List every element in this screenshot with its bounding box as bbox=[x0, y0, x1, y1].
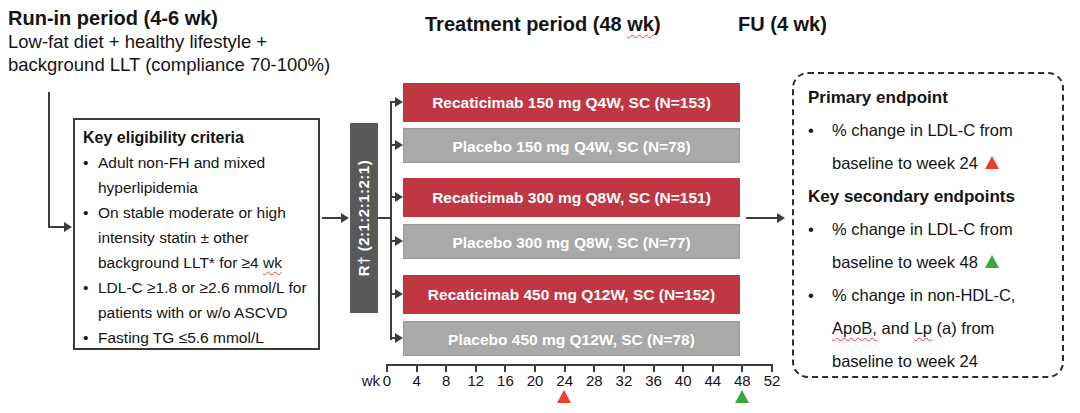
eligibility-bullet-2-text: On stable moderate or high intensity sta… bbox=[98, 200, 312, 275]
arm-bar-recaticimab-150-q4w: Recaticimab 150 mg Q4W, SC (N=153) bbox=[403, 83, 740, 122]
arm-bar-placebo-150-q4w: Placebo 150 mg Q4W, SC (N=78) bbox=[403, 128, 740, 163]
secondary-endpoint-2-mid: and bbox=[877, 319, 914, 337]
study-design-diagram: Run-in period (4-6 wk) Low-fat diet + he… bbox=[0, 0, 1080, 413]
arm-4-connector-arrowhead bbox=[395, 236, 403, 246]
secondary-endpoint-bullet-1: • % change in LDL-C from baseline to wee… bbox=[808, 213, 1054, 279]
endpoints-box: Primary endpoint • % change in LDL-C fro… bbox=[792, 72, 1064, 378]
primary-endpoint-title: Primary endpoint bbox=[808, 81, 1054, 114]
axis-tick-label: 40 bbox=[668, 372, 698, 389]
arm-bar-placebo-450-q12w: Placebo 450 mg Q12W, SC (N=78) bbox=[403, 321, 740, 356]
eligibility-bullet-3: • LDL-C ≥1.8 or ≥2.6 mmol/L for patients… bbox=[83, 275, 312, 325]
arm-2-connector-arrowhead bbox=[395, 140, 403, 150]
bullet-marker: • bbox=[83, 150, 98, 200]
run-in-description-line-1: Low-fat diet + healthy lifestyle + bbox=[8, 31, 330, 54]
axis-tick bbox=[504, 364, 506, 372]
red-triangle-icon bbox=[985, 156, 999, 169]
axis-tick-label: 44 bbox=[698, 372, 728, 389]
bullet-marker: • bbox=[83, 200, 98, 275]
eligibility-title: Key eligibility criteria bbox=[83, 125, 312, 150]
axis-tick bbox=[475, 364, 477, 372]
eligibility-to-randomization-line bbox=[322, 217, 342, 219]
axis-tick bbox=[386, 364, 388, 372]
arm-5-connector-arrowhead bbox=[395, 289, 403, 299]
bullet-marker: • bbox=[808, 279, 832, 378]
axis-tick-label: 20 bbox=[520, 372, 550, 389]
eligibility-bullet-3-text: LDL-C ≥1.8 or ≥2.6 mmol/L for patients w… bbox=[98, 275, 312, 325]
primary-endpoint-text: % change in LDL-C from baseline to week … bbox=[832, 114, 1054, 180]
arms-to-endpoints-line bbox=[746, 217, 778, 219]
axis-tick-label: 8 bbox=[431, 372, 461, 389]
green-triangle-icon bbox=[985, 255, 999, 268]
arms-to-endpoints-arrowhead bbox=[777, 213, 785, 223]
eligibility-criteria-box: Key eligibility criteria • Adult non-FH … bbox=[73, 118, 320, 350]
run-in-period-title: Run-in period (4-6 wk) bbox=[8, 7, 218, 30]
axis-tick-label: 32 bbox=[609, 372, 639, 389]
eligibility-to-randomization-arrowhead bbox=[341, 213, 349, 223]
eligibility-bullet-4: • Fasting TG ≤5.6 mmol/L bbox=[83, 325, 312, 350]
axis-tick bbox=[623, 364, 625, 372]
axis-tick bbox=[593, 364, 595, 372]
secondary-endpoint-bullet-2: • % change in non-HDL-C, ApoB, and Lp (a… bbox=[808, 279, 1054, 378]
axis-tick bbox=[653, 364, 655, 372]
eligibility-bullet-2: • On stable moderate or high intensity s… bbox=[83, 200, 312, 275]
axis-tick bbox=[416, 364, 418, 372]
randomization-bar: R† (2:1:2:1:2:1) bbox=[350, 123, 378, 313]
axis-tick-label: 48 bbox=[727, 372, 757, 389]
bullet-marker: • bbox=[808, 114, 832, 180]
axis-tick bbox=[771, 364, 773, 372]
bullet-marker: • bbox=[83, 325, 98, 350]
arm-3-connector-arrowhead bbox=[395, 192, 403, 202]
axis-tick-label: 12 bbox=[461, 372, 491, 389]
week-axis-unit-label: wk bbox=[352, 372, 380, 389]
axis-tick bbox=[445, 364, 447, 372]
treatment-title-close: ) bbox=[654, 13, 661, 35]
week-24-primary-endpoint-marker-icon bbox=[557, 390, 571, 403]
run-in-description-line-2: background LLT (compliance 70-100%) bbox=[8, 54, 330, 77]
eligibility-bullet-2-squiggle-word: wk bbox=[263, 254, 282, 271]
arm-bar-recaticimab-300-q8w: Recaticimab 300 mg Q8W, SC (N=151) bbox=[403, 178, 740, 217]
branch-vertical-line bbox=[390, 101, 392, 340]
treatment-title-text: Treatment period (48 bbox=[425, 13, 627, 35]
axis-tick bbox=[682, 364, 684, 372]
secondary-endpoint-1-text: % change in LDL-C from baseline to week … bbox=[832, 213, 1054, 279]
week-axis-line bbox=[387, 364, 773, 366]
axis-tick bbox=[564, 364, 566, 372]
eligibility-bullet-1-text: Adult non-FH and mixed hyperlipidemia bbox=[98, 150, 312, 200]
run-in-connector-horizontal-line bbox=[48, 226, 65, 228]
eligibility-bullet-4-text: Fasting TG ≤5.6 mmol/L bbox=[98, 325, 312, 350]
arm-bar-placebo-300-q8w: Placebo 300 mg Q8W, SC (N=77) bbox=[403, 224, 740, 259]
eligibility-bullet-1: • Adult non-FH and mixed hyperlipidemia bbox=[83, 150, 312, 200]
axis-tick-label: 28 bbox=[579, 372, 609, 389]
week-48-secondary-endpoint-marker-icon bbox=[735, 390, 749, 403]
axis-tick-label: 4 bbox=[402, 372, 432, 389]
axis-tick bbox=[741, 364, 743, 372]
bullet-marker: • bbox=[83, 275, 98, 325]
axis-tick-label: 16 bbox=[490, 372, 520, 389]
bullet-marker: • bbox=[808, 213, 832, 279]
secondary-endpoint-2-text: % change in non-HDL-C, ApoB, and Lp (a) … bbox=[832, 279, 1054, 378]
axis-tick-label: 24 bbox=[550, 372, 580, 389]
run-in-connector-vertical-line bbox=[48, 92, 50, 228]
randomization-ratio-label: R† (2:1:2:1:2:1) bbox=[350, 123, 378, 313]
follow-up-period-title: FU (4 wk) bbox=[738, 13, 827, 36]
eligibility-bullet-2-pre: On stable moderate or high intensity sta… bbox=[98, 204, 286, 271]
secondary-endpoints-title: Key secondary endpoints bbox=[808, 180, 1054, 213]
primary-endpoint-bullet: • % change in LDL-C from baseline to wee… bbox=[808, 114, 1054, 180]
axis-tick-label: 36 bbox=[639, 372, 669, 389]
run-in-connector-arrowhead bbox=[64, 222, 72, 232]
arm-bar-recaticimab-450-q12w: Recaticimab 450 mg Q12W, SC (N=152) bbox=[403, 275, 740, 314]
secondary-endpoint-2-squiggle-lp: Lp bbox=[914, 319, 932, 337]
arm-1-connector-arrowhead bbox=[395, 97, 403, 107]
axis-tick-label: 0 bbox=[372, 372, 402, 389]
secondary-endpoint-2-pre: % change in non-HDL-C, bbox=[832, 286, 1015, 304]
arm-6-connector-arrowhead bbox=[395, 333, 403, 343]
treatment-period-title: Treatment period (48 wk) bbox=[425, 13, 661, 36]
treatment-title-squiggle-word: wk bbox=[627, 13, 654, 35]
axis-tick bbox=[534, 364, 536, 372]
axis-tick-label: 52 bbox=[757, 372, 787, 389]
axis-tick bbox=[712, 364, 714, 372]
secondary-endpoint-2-squiggle-apob: ApoB, bbox=[832, 319, 877, 337]
run-in-period-description: Low-fat diet + healthy lifestyle + backg… bbox=[8, 31, 330, 76]
